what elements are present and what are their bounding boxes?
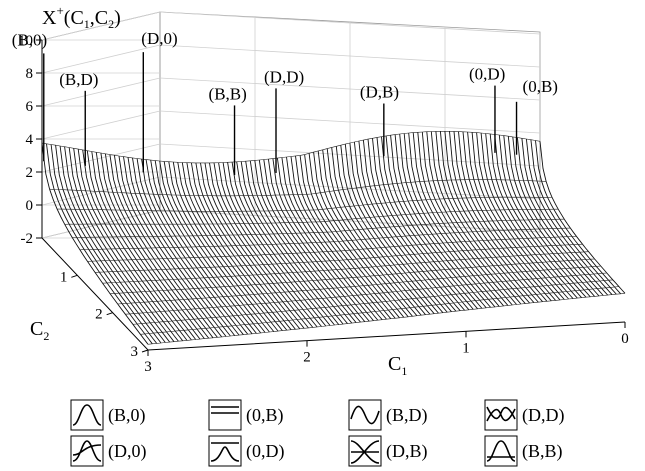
surface-line-c1 [516, 137, 604, 296]
surface-line-c2 [140, 286, 619, 335]
legend-item: (D,B) [348, 435, 428, 467]
step-icon [208, 435, 242, 467]
surface-line-c2 [79, 227, 571, 251]
legend-label: (B,0) [108, 404, 146, 425]
surface-line-c1 [525, 138, 613, 295]
s-curve-icon [70, 435, 104, 467]
legend-label: (D,B) [386, 440, 428, 461]
legend-label: (0,D) [246, 440, 285, 461]
bump-dip-icon [348, 399, 382, 431]
double-wave-icon [484, 399, 518, 431]
surface-line-c1 [109, 154, 214, 339]
surface-line-c1 [308, 153, 405, 318]
c1-tick-label: 2 [303, 350, 311, 366]
legend-label: (D,D) [522, 404, 565, 425]
legend-item: (B,D) [348, 399, 428, 431]
surface-plot: (B,0) (B,D) (D,0) (B,B) (D,D) (D,B) (0,D) (0,B)… [12, 3, 629, 378]
peak-label: (D,D) [264, 67, 304, 86]
surface-line-c1 [104, 153, 210, 339]
bump-icon [70, 399, 104, 431]
c2-axis-title: C2 [30, 318, 49, 343]
z-axis-title: X+(C1,C2) [42, 3, 121, 31]
surface-line-c2 [125, 272, 607, 315]
surface-line-c2 [49, 179, 547, 197]
peak-label: (D,0) [141, 29, 177, 48]
surface-line-c2 [117, 265, 601, 305]
surface-line-c2 [132, 279, 613, 325]
surface-line-c2 [41, 131, 541, 164]
surface-line-c2 [64, 208, 559, 225]
surface-line-c1 [313, 152, 409, 318]
z-tick-label: 6 [26, 99, 34, 115]
c2-axis: 1 2 3 [60, 269, 149, 360]
surface-line-c1 [512, 136, 600, 297]
surface-line-c1 [113, 155, 218, 338]
peak-label: (0,B) [523, 77, 558, 96]
surface-line-c1 [91, 151, 197, 340]
c2-tick-label: 3 [131, 344, 139, 360]
surface-line-c1 [353, 141, 448, 313]
surface-line-c1 [304, 154, 400, 319]
z-tick-label: 8 [26, 66, 34, 82]
peak-label: (B,B) [209, 84, 247, 103]
surface-line-c2 [147, 293, 626, 345]
legend-item: (B,B) [484, 435, 563, 467]
surface-line-c1 [132, 157, 236, 336]
z-tick-label: 0 [26, 198, 34, 214]
z-tick-label: 2 [26, 165, 34, 181]
surface-line-c2 [72, 218, 565, 238]
c1-tick-label: 3 [144, 359, 152, 375]
peak-label: (0,D) [469, 65, 505, 84]
peak-label: (B,0) [12, 30, 47, 49]
legend-label: (B,B) [522, 440, 563, 461]
surface-line-c2 [110, 258, 595, 294]
surface-line-c1 [344, 144, 439, 314]
z-tick-label: -2 [21, 231, 34, 247]
c2-tick-label: 2 [95, 307, 103, 323]
peak-label: (D,B) [360, 83, 399, 102]
c1-axis: 3 2 1 0 [144, 322, 629, 375]
legend-item: (0,D) [208, 435, 285, 467]
peak-label: (B,D) [59, 70, 98, 89]
z-tick-label: 4 [26, 132, 34, 148]
legend-label: (0,B) [246, 404, 284, 425]
c1-axis-title: C1 [388, 353, 407, 378]
c1-tick-label: 1 [462, 340, 470, 356]
surface-line-c1 [530, 139, 617, 295]
z-tick-label: 10 [18, 33, 33, 49]
peak-markers: (B,0) (B,D) (D,0) (B,B) (D,D) (D,B) (0,D) (0,B) [12, 29, 558, 176]
z-axis: 10 8 6 4 2 0 -2 [18, 33, 43, 247]
surface-line-c2 [102, 251, 589, 284]
surface-mesh [41, 131, 626, 345]
surface-line-c1 [100, 152, 205, 339]
surface-line-c1 [521, 138, 609, 296]
c2-tick-label: 1 [60, 269, 68, 285]
bump-line-icon [484, 435, 518, 467]
legend-item: (B,0) [70, 399, 146, 431]
legend: (B,0) (0,B) (B,D) (D,D) (D,0) (0,D) (D,B) (B,B) [0, 393, 645, 471]
surface-line-c1 [127, 157, 231, 337]
surface-line-c1 [349, 142, 444, 313]
flat-lines-icon [208, 399, 242, 431]
legend-item: (D,0) [70, 435, 147, 467]
surface-line-c1 [340, 145, 435, 314]
legend-item: (0,B) [208, 399, 284, 431]
c1-tick-label: 0 [621, 331, 629, 347]
surface-line-c2 [87, 236, 577, 262]
legend-label: (D,0) [108, 440, 147, 461]
surface-line-c2 [94, 243, 583, 273]
cross-wave-icon [348, 435, 382, 467]
back-wall-grid [41, 11, 541, 239]
surface-line-c1 [95, 152, 201, 340]
legend-label: (B,D) [386, 404, 428, 425]
legend-item: (D,D) [484, 399, 565, 431]
surface-line-c2 [57, 196, 553, 212]
